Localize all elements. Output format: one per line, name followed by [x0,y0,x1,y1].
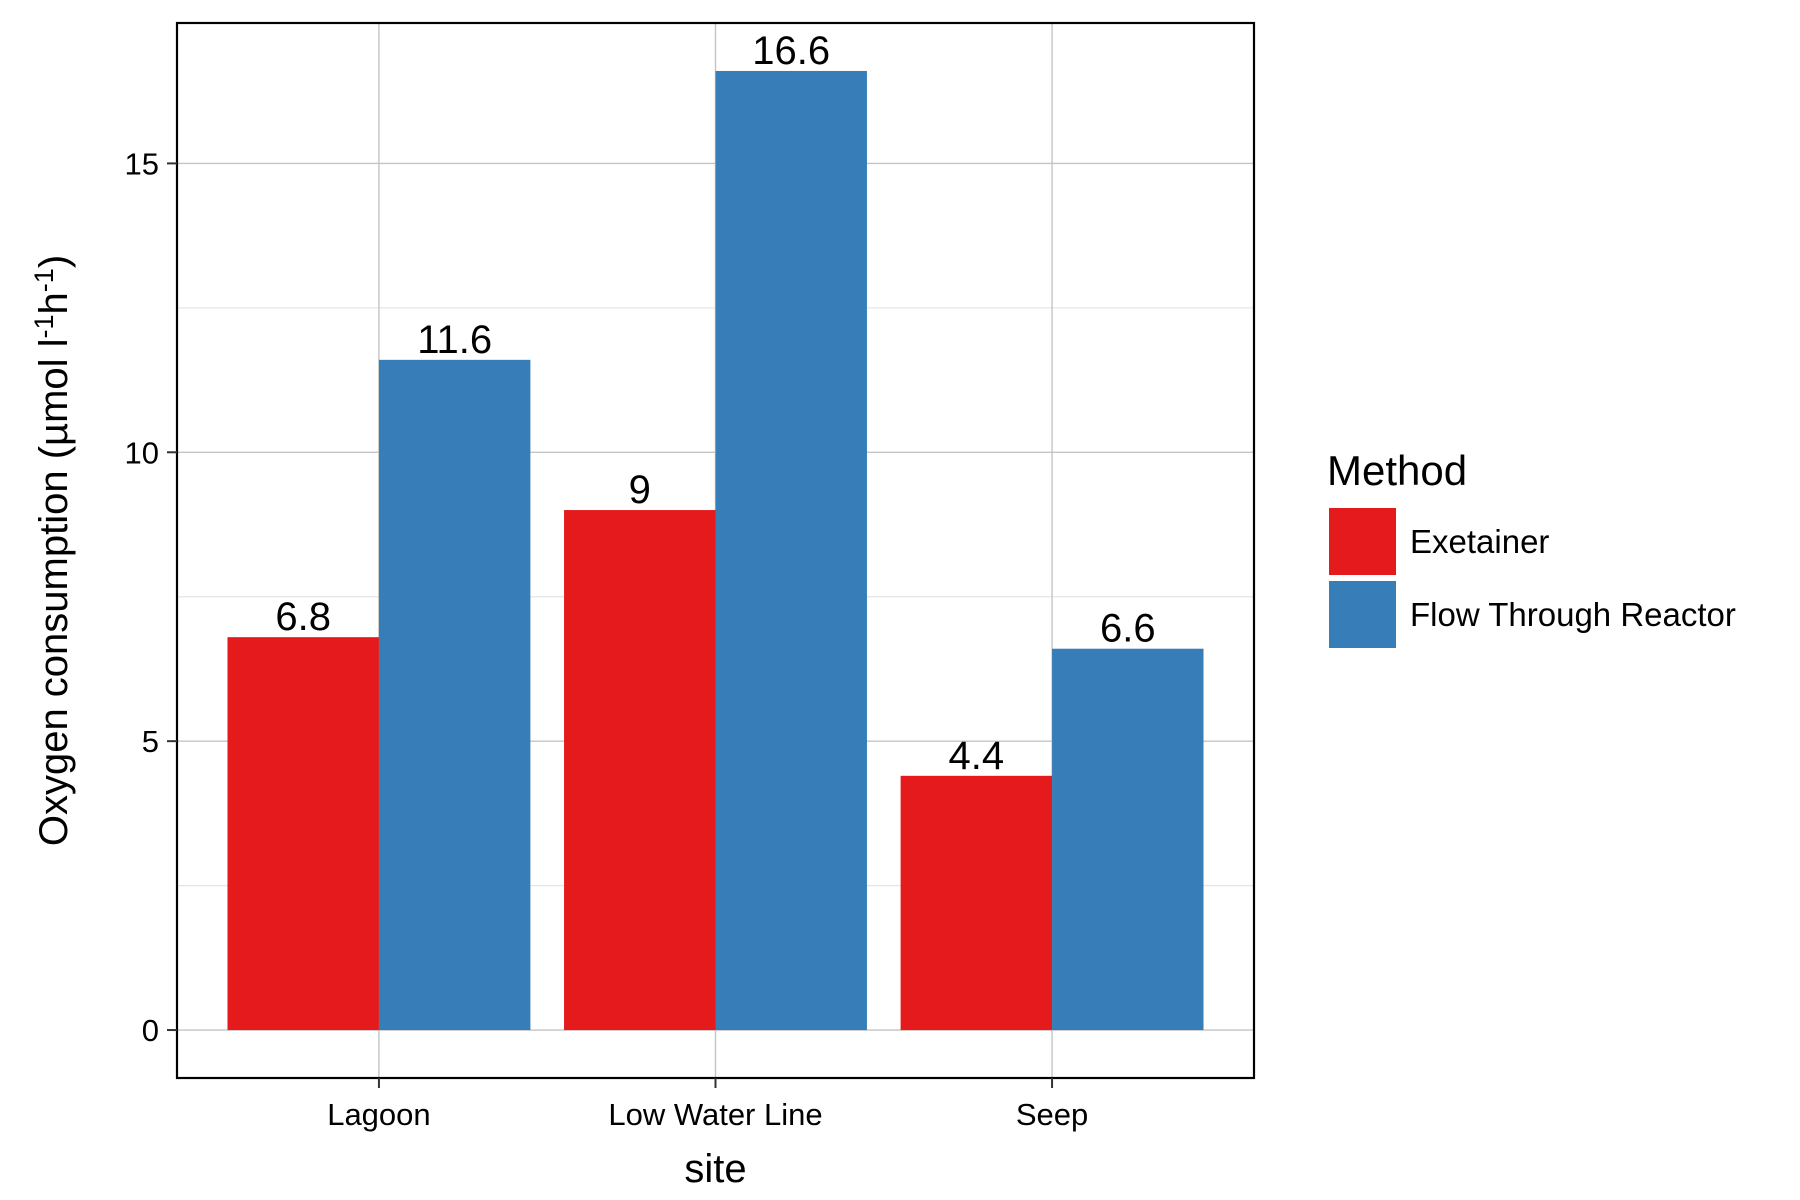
y-axis-title-mid: h [32,292,76,314]
x-tick-label: Seep [1016,1097,1088,1132]
legend-label: Flow Through Reactor [1410,596,1736,633]
bar [227,637,379,1031]
legend: Method Exetainer Flow Through Reactor [1327,447,1736,648]
y-axis-title-sup2: -1 [29,268,59,292]
bar-value-labels: 6.8 9 4.4 11.6 16.6 6.6 [275,29,1155,778]
bar [1052,648,1204,1031]
legend-title: Method [1327,447,1467,494]
legend-label: Exetainer [1410,523,1549,560]
y-axis-title-main: Oxygen consumption (µmol l [32,338,76,846]
bar [715,70,867,1031]
bar [900,775,1053,1031]
bars [227,70,1204,1031]
x-tick-label: Lagoon [327,1097,430,1132]
legend-swatch [1329,508,1396,575]
bar [564,510,716,1031]
bar [378,359,531,1031]
bar-value-label: 11.6 [417,318,492,362]
y-axis: 0 5 10 15 [125,146,177,1048]
y-axis-title-sup1: -1 [29,314,59,338]
y-tick-label: 0 [142,1013,159,1048]
legend-swatch [1329,581,1396,648]
bar-value-label: 4.4 [949,734,1005,778]
bar-value-label: 9 [629,468,651,512]
x-axis-title: site [684,1147,746,1191]
bar-value-label: 16.6 [752,29,830,73]
x-axis: Lagoon Low Water Line Seep [327,1078,1088,1132]
bar-value-label: 6.6 [1100,607,1156,651]
y-tick-label: 10 [125,435,159,470]
x-tick-label: Low Water Line [608,1097,822,1132]
y-axis-title: Oxygen consumption (µmol l-1h-1) [29,255,76,846]
legend-items: Exetainer Flow Through Reactor [1329,508,1736,648]
y-tick-label: 5 [142,724,159,759]
y-tick-label: 15 [125,146,159,181]
y-axis-title-end: ) [32,255,76,268]
bar-value-label: 6.8 [275,595,331,639]
